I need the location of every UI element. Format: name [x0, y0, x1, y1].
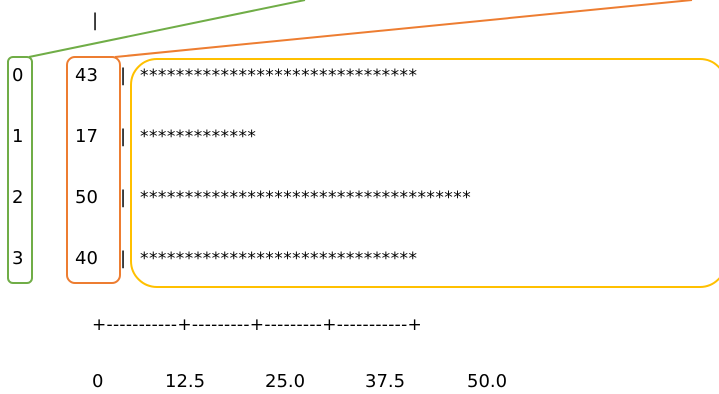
- row-separator: |: [120, 187, 127, 208]
- row-bar: *******************************: [140, 249, 418, 269]
- row-value: 50: [75, 187, 98, 208]
- value-connector-line: [114, 0, 693, 58]
- row-separator: |: [120, 126, 127, 147]
- row-bar: *************: [140, 127, 257, 147]
- axis-line: +-----------+---------+---------+-------…: [92, 315, 423, 335]
- row-index: 2: [12, 187, 24, 208]
- axis-tick-label: 12.5: [165, 371, 206, 392]
- header-pipe: |: [92, 10, 99, 31]
- row-bar: *************************************: [140, 188, 472, 208]
- axis-tick-label: 50.0: [467, 371, 508, 392]
- axis-tick-label: 0: [92, 371, 104, 392]
- index-connector-line: [28, 0, 306, 58]
- index-column-box: [7, 56, 33, 284]
- row-value: 17: [75, 126, 98, 147]
- row-index: 3: [12, 248, 24, 269]
- row-bar: *******************************: [140, 66, 418, 86]
- row-index: 1: [12, 126, 24, 147]
- bar-region-box: [130, 58, 719, 288]
- row-index: 0: [12, 65, 24, 86]
- axis-tick-label: 25.0: [265, 371, 306, 392]
- value-column-box: [66, 56, 121, 284]
- axis-tick-label: 37.5: [365, 371, 406, 392]
- row-value: 40: [75, 248, 98, 269]
- row-separator: |: [120, 248, 127, 269]
- row-separator: |: [120, 65, 127, 86]
- row-value: 43: [75, 65, 98, 86]
